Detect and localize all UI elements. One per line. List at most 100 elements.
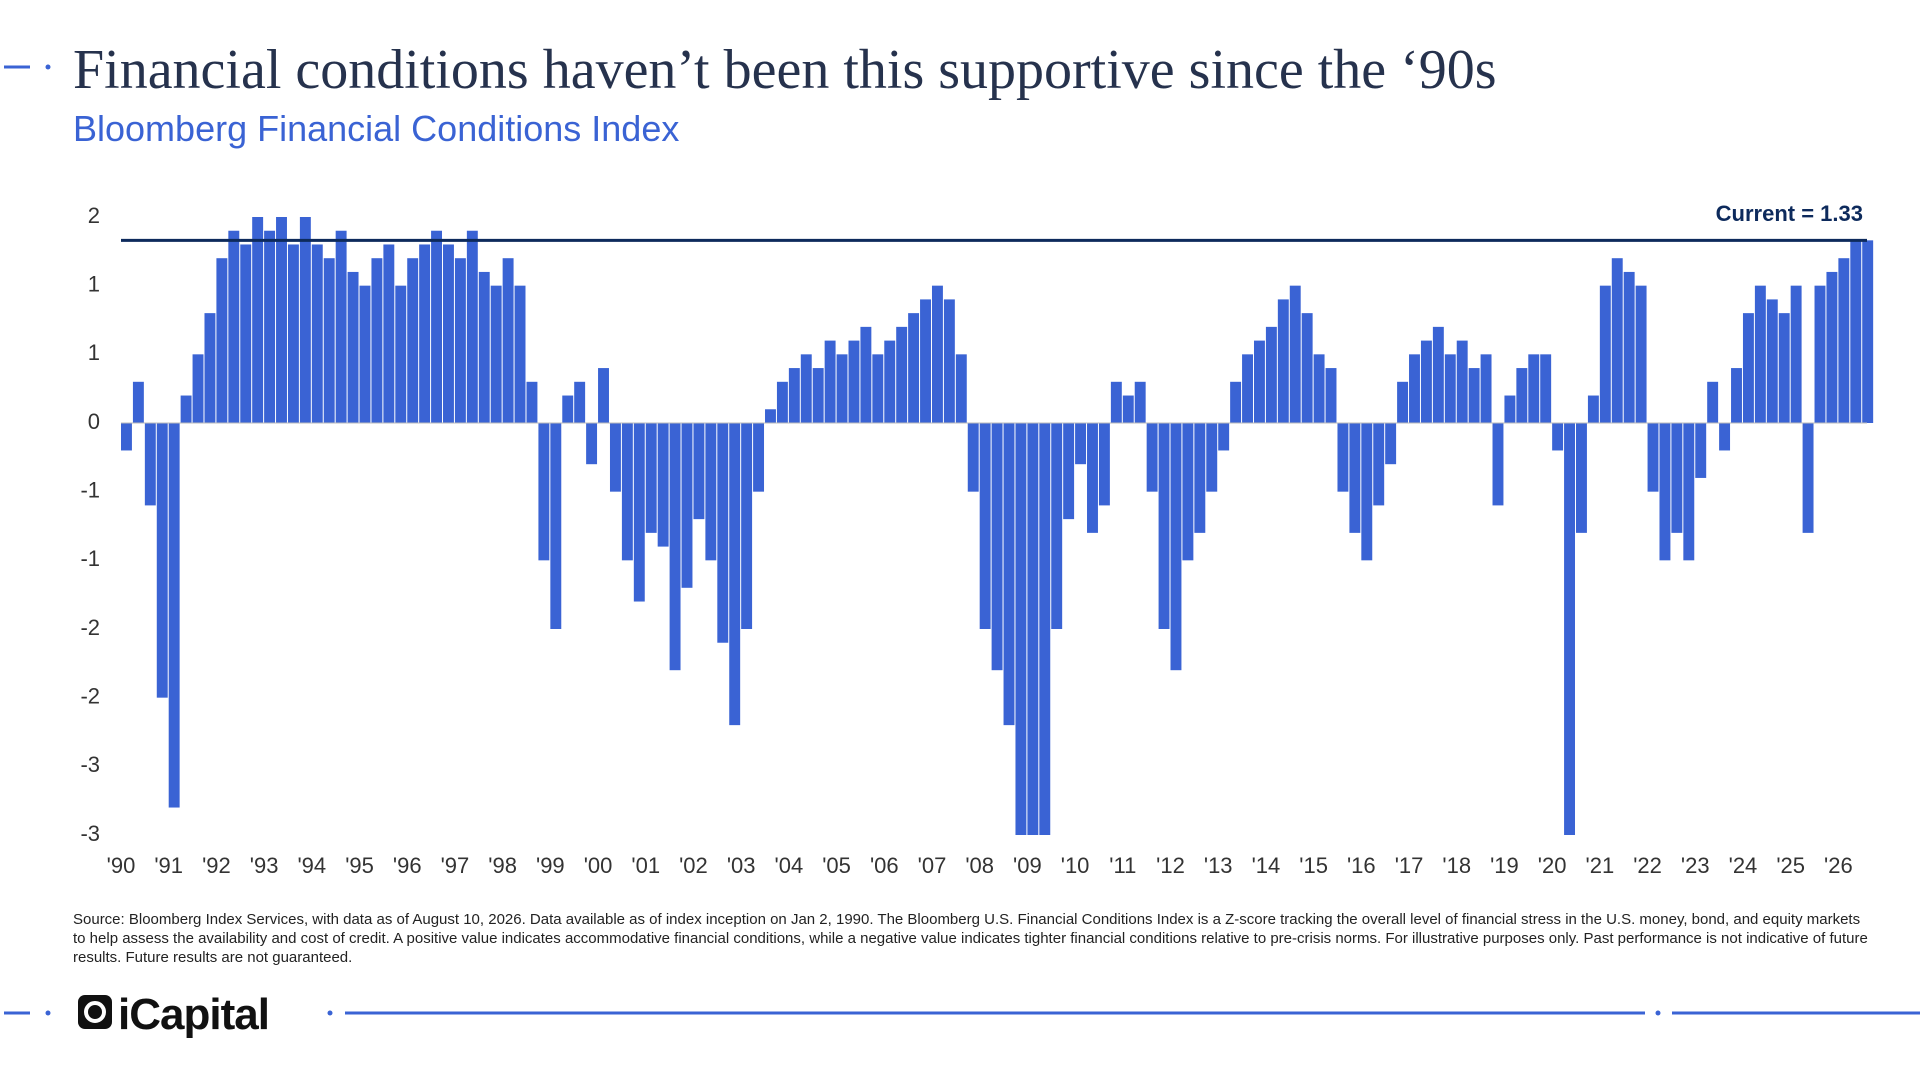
x-tick-label: '15 xyxy=(1299,853,1328,878)
bar xyxy=(1087,423,1098,533)
bar xyxy=(192,354,204,423)
x-tick-label: '00 xyxy=(584,853,613,878)
bar xyxy=(1778,313,1790,423)
bar xyxy=(931,285,943,423)
bar xyxy=(717,423,729,643)
bar xyxy=(1707,381,1719,423)
x-tick-label: '95 xyxy=(345,853,374,878)
bar xyxy=(1277,299,1289,423)
bar xyxy=(443,244,454,423)
bar xyxy=(1397,381,1409,423)
bar xyxy=(1611,258,1623,423)
bar xyxy=(383,244,395,423)
bar xyxy=(1313,354,1325,423)
x-tick-label: '08 xyxy=(965,853,994,878)
bar xyxy=(574,381,586,423)
bar xyxy=(1480,354,1492,423)
bar xyxy=(598,368,609,423)
x-tick-label: '12 xyxy=(1156,853,1185,878)
bar xyxy=(1242,354,1253,423)
bar xyxy=(1134,381,1146,423)
bar xyxy=(860,326,872,423)
x-tick-label: '18 xyxy=(1442,853,1471,878)
bar xyxy=(681,423,693,588)
bar xyxy=(1766,299,1778,423)
bar xyxy=(1492,423,1504,506)
bar xyxy=(514,285,526,423)
bar xyxy=(1325,368,1337,423)
bar xyxy=(1420,340,1432,423)
y-tick-label: -1 xyxy=(80,546,100,571)
bar xyxy=(359,285,371,423)
bar xyxy=(1659,423,1671,561)
bar xyxy=(1850,240,1862,423)
subtitle: Bloomberg Financial Conditions Index xyxy=(73,108,680,149)
bar xyxy=(1814,285,1826,423)
bar xyxy=(1098,423,1110,506)
x-tick-label: '01 xyxy=(631,853,660,878)
decor-dot xyxy=(45,1010,51,1016)
bar xyxy=(311,244,323,423)
bar xyxy=(872,354,884,423)
logo-icon-mark xyxy=(84,1001,106,1023)
x-tick-label: '96 xyxy=(393,853,422,878)
bar xyxy=(1635,285,1647,423)
bar xyxy=(1516,368,1528,423)
bar xyxy=(788,368,800,423)
bar xyxy=(144,423,156,506)
y-tick-label: 1 xyxy=(88,340,100,365)
bar xyxy=(1838,258,1850,423)
bar xyxy=(609,423,621,492)
bar xyxy=(347,271,359,423)
bar xyxy=(1683,423,1695,561)
bar xyxy=(1742,313,1754,423)
bar xyxy=(1504,395,1516,423)
bar xyxy=(657,423,669,547)
bar xyxy=(669,423,681,671)
bar xyxy=(836,354,848,423)
x-tick-label: '21 xyxy=(1586,853,1615,878)
x-tick-label: '25 xyxy=(1776,853,1805,878)
bar xyxy=(1862,240,1874,423)
x-tick-label: '24 xyxy=(1729,853,1758,878)
bar xyxy=(645,423,657,533)
bar xyxy=(1301,313,1313,423)
x-tick-label: '16 xyxy=(1347,853,1376,878)
bar xyxy=(1170,423,1182,671)
bar xyxy=(1230,381,1242,423)
bar xyxy=(132,381,144,423)
decor-dot xyxy=(327,1010,333,1016)
bar xyxy=(180,395,192,423)
bar xyxy=(621,423,633,561)
bar xyxy=(407,258,419,423)
bar xyxy=(1218,423,1230,451)
x-tick-label: '94 xyxy=(297,853,326,878)
y-tick-label: -2 xyxy=(80,683,100,708)
bar xyxy=(1206,423,1218,492)
bar xyxy=(1540,354,1552,423)
decor-dot xyxy=(45,64,51,70)
bar xyxy=(1587,395,1599,423)
decor-dot xyxy=(1655,1010,1661,1016)
bar xyxy=(502,258,514,423)
bar xyxy=(1719,423,1731,451)
logo-icon xyxy=(78,995,112,1029)
y-tick-label: -2 xyxy=(80,615,100,640)
bar xyxy=(1253,340,1265,423)
bar xyxy=(1337,423,1349,492)
bar xyxy=(490,285,502,423)
y-tick-label: 2 xyxy=(88,203,100,228)
bar xyxy=(1528,354,1540,423)
x-tick-label: '91 xyxy=(154,853,183,878)
bar xyxy=(156,423,168,698)
reference-label: Current = 1.33 xyxy=(1716,201,1863,226)
bar xyxy=(1671,423,1683,533)
bar xyxy=(228,230,240,423)
bar xyxy=(466,230,478,423)
bar xyxy=(1599,285,1611,423)
bar xyxy=(1075,423,1087,465)
bar xyxy=(252,217,264,423)
bar xyxy=(1182,423,1194,561)
x-tick-label: '11 xyxy=(1109,853,1136,878)
bar xyxy=(1039,423,1051,835)
